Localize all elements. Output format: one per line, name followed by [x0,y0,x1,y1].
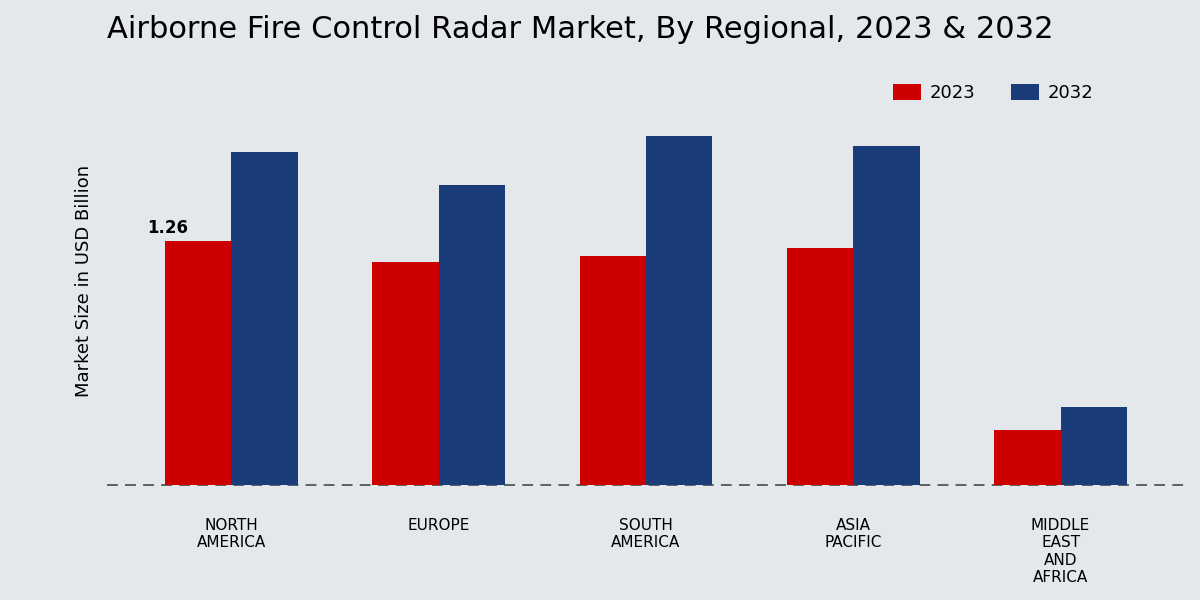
Bar [439,185,505,485]
Bar [164,241,232,485]
Bar [995,430,1061,485]
Bar [1061,407,1127,485]
Text: 1.26: 1.26 [146,219,187,237]
Bar [853,146,919,485]
Legend: 2023, 2032: 2023, 2032 [887,77,1100,109]
Text: Airborne Fire Control Radar Market, By Regional, 2023 & 2032: Airborne Fire Control Radar Market, By R… [107,15,1054,44]
Bar [787,248,853,485]
Bar [232,152,298,485]
Bar [580,256,646,485]
Bar [372,262,439,485]
Bar [646,136,713,485]
Y-axis label: Market Size in USD Billion: Market Size in USD Billion [74,166,94,397]
